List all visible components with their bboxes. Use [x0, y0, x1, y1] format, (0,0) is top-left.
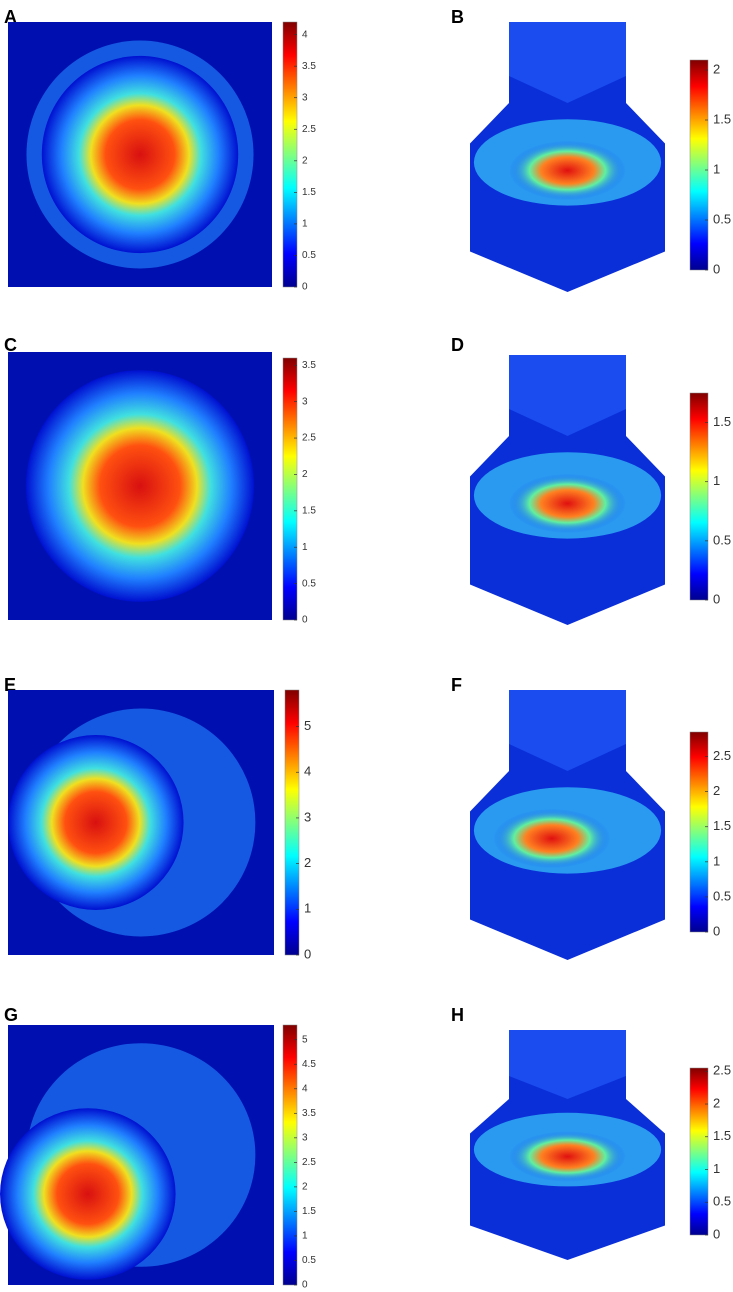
- colorbar-tick-label: 1: [304, 901, 311, 916]
- colorbar-tick-label: 4: [302, 29, 308, 40]
- colorbar-tick-label: 5: [304, 718, 311, 733]
- colorbar-tick-label: 2.5: [713, 1063, 731, 1078]
- colorbar-tick-label: 0.5: [302, 1255, 316, 1266]
- colorbar-tick-label: 1: [713, 473, 720, 488]
- colorbar-tick-label: 3: [302, 396, 308, 407]
- colorbar-tick-label: 0.5: [713, 1194, 731, 1209]
- heatmap-hotspot: [25, 370, 255, 602]
- colorbar: [689, 1067, 709, 1236]
- colorbar-tick-label: 0: [713, 923, 720, 938]
- colorbar-tick-label: 0.5: [713, 888, 731, 903]
- panel-label: C: [4, 335, 17, 355]
- colorbar-tick-label: 2: [302, 1182, 308, 1193]
- colorbar-tick-label: 2: [713, 1095, 720, 1110]
- colorbar-tick-label: 2.5: [713, 748, 731, 763]
- colorbar: [282, 1024, 298, 1286]
- colorbar-tick-label: 1.5: [713, 1128, 731, 1143]
- colorbar-tick-label: 2.5: [302, 433, 316, 444]
- panel-label: F: [451, 675, 462, 695]
- colorbar-tick-label: 1: [302, 219, 308, 230]
- colorbar: [284, 689, 300, 956]
- panel: F 0 0.5 1 1.5 2 2.5: [451, 675, 731, 960]
- colorbar-tick-label: 0: [302, 1280, 308, 1291]
- heatmap-hotspot: [0, 1108, 176, 1280]
- panel-label: E: [4, 675, 16, 695]
- panel-label: G: [4, 1005, 18, 1025]
- colorbar-tick-label: 1.5: [713, 414, 731, 429]
- colorbar-tick-label: 1: [713, 161, 720, 176]
- heatmap-hotspot: [41, 55, 239, 254]
- colorbar-tick-label: 3: [302, 92, 308, 103]
- colorbar-tick-label: 0: [713, 261, 720, 276]
- colorbar: [282, 357, 298, 621]
- panel-label: D: [451, 335, 464, 355]
- colorbar-tick-label: 2: [302, 155, 308, 166]
- colorbar-tick-label: 0: [713, 1226, 720, 1241]
- core-3d-top: [509, 22, 626, 103]
- panel: G 0 0.5 1 1.5 2 2.5 3 3.5 4 4.5 5: [0, 1005, 316, 1291]
- colorbar-tick-label: 1: [302, 1231, 308, 1242]
- colorbar-tick-label: 3.5: [302, 1108, 316, 1119]
- core-3d-hotspot: [509, 140, 626, 201]
- core-3d-top: [509, 690, 626, 771]
- panel: C 0 0.5 1 1.5 2 2.5 3 3.5: [4, 335, 316, 626]
- panel-label: H: [451, 1005, 464, 1025]
- colorbar: [689, 59, 709, 271]
- colorbar: [689, 731, 709, 933]
- colorbar-tick-label: 0.5: [713, 532, 731, 547]
- core-3d-hotspot: [493, 808, 611, 869]
- colorbar-tick-label: 1: [713, 1161, 720, 1176]
- colorbar-tick-label: 1: [713, 853, 720, 868]
- panel: A 0 0.5 1 1.5 2 2.5 3 3.5 4: [4, 7, 316, 293]
- colorbar-tick-label: 2.5: [302, 124, 316, 135]
- core-3d-top: [509, 355, 626, 436]
- colorbar-tick-label: 0: [302, 615, 308, 626]
- colorbar-tick-label: 2: [302, 469, 308, 480]
- colorbar-tick-label: 1.5: [302, 505, 316, 516]
- colorbar-tick-label: 2: [713, 61, 720, 76]
- colorbar-tick-label: 0: [304, 946, 311, 961]
- heatmap-hotspot: [8, 735, 184, 910]
- colorbar-tick-label: 4: [304, 764, 311, 779]
- colorbar-tick-label: 3.5: [302, 360, 316, 371]
- colorbar-tick-label: 2.5: [302, 1157, 316, 1168]
- panel: B 0 0.5 1 1.5 2: [451, 7, 731, 292]
- colorbar-tick-label: 4.5: [302, 1059, 316, 1070]
- colorbar-tick-label: 3.5: [302, 61, 316, 72]
- colorbar-tick-label: 0: [302, 282, 308, 293]
- colorbar-tick-label: 0: [713, 591, 720, 606]
- colorbar-tick-label: 2: [713, 783, 720, 798]
- panel: H 0 0.5 1 1.5 2 2.5: [451, 1005, 731, 1260]
- colorbar-tick-label: 0.5: [302, 250, 316, 261]
- colorbar-tick-label: 1.5: [713, 818, 731, 833]
- colorbar-tick-label: 3: [302, 1132, 308, 1143]
- panel: D 0 0.5 1 1.5: [451, 335, 731, 625]
- colorbar-tick-label: 3: [304, 809, 311, 824]
- colorbar-tick-label: 1.5: [302, 187, 316, 198]
- colorbar-tick-label: 1.5: [713, 111, 731, 126]
- panel-label: A: [4, 7, 17, 27]
- panel: E 0 1 2 3 4 5: [4, 675, 311, 962]
- colorbar-tick-label: 4: [302, 1083, 308, 1094]
- colorbar-tick-label: 1: [302, 542, 308, 553]
- panel-label: B: [451, 7, 464, 27]
- core-3d-top: [509, 1030, 626, 1099]
- colorbar-tick-label: 1.5: [302, 1206, 316, 1217]
- core-3d-hotspot: [509, 473, 626, 534]
- colorbar-tick-label: 0.5: [713, 211, 731, 226]
- core-3d-hotspot: [509, 1131, 626, 1182]
- colorbar-tick-label: 5: [302, 1034, 308, 1045]
- colorbar-tick-label: 2: [304, 855, 311, 870]
- colorbar-tick-label: 0.5: [302, 578, 316, 589]
- colorbar: [689, 392, 709, 601]
- colorbar: [282, 21, 298, 288]
